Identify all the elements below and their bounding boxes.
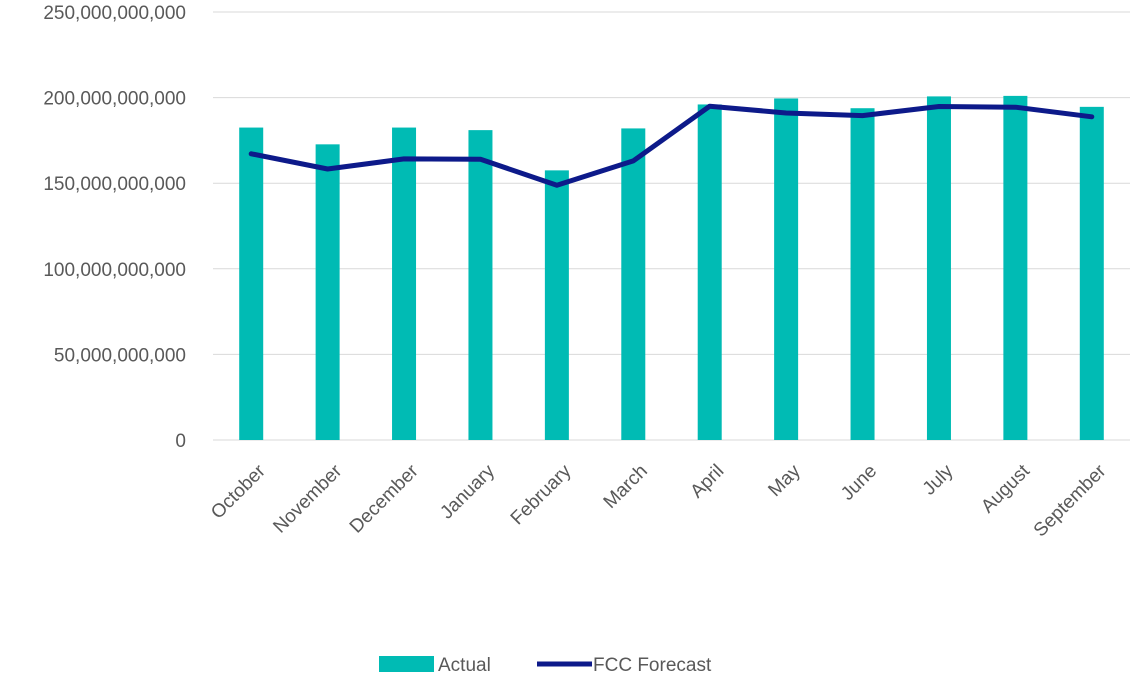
- bar-actual-february: [544, 170, 569, 441]
- y-tick-label: 200,000,000,000: [43, 89, 186, 110]
- bar-actual-december: [392, 127, 417, 440]
- actual-bars: [239, 95, 1104, 441]
- bar-actual-june: [850, 108, 875, 440]
- y-tick-label: 250,000,000,000: [43, 3, 186, 24]
- y-axis-tick-labels: 0 50,000,000,000 100,000,000,000 150,000,00…: [43, 3, 186, 452]
- bar-actual-april: [697, 104, 722, 440]
- bar-actual-november: [315, 144, 340, 441]
- bar-actual-may: [774, 98, 799, 441]
- bar-actual-march: [621, 128, 646, 440]
- x-tick-label-december: December: [346, 460, 423, 537]
- x-axis-tick-labels: October November December January February Ma…: [207, 460, 1111, 541]
- legend-label-fcc-forecast: FCC Forecast: [593, 655, 712, 676]
- legend: Actual FCC Forecast: [379, 655, 712, 676]
- line-fcc-forecast: [248, 103, 1095, 188]
- x-tick-label-september: September: [1030, 460, 1111, 541]
- x-tick-label-march: March: [600, 461, 652, 513]
- legend-swatch-actual: [379, 656, 434, 672]
- x-tick-label-april: April: [687, 461, 729, 503]
- y-tick-label: 50,000,000,000: [54, 345, 186, 366]
- x-tick-label-july: July: [919, 460, 958, 499]
- bar-actual-september: [1079, 106, 1104, 441]
- legend-label-actual: Actual: [438, 655, 491, 676]
- bar-actual-july: [926, 96, 951, 440]
- x-tick-label-february: February: [507, 460, 576, 529]
- x-tick-label-january: January: [436, 460, 499, 523]
- y-tick-label: 150,000,000,000: [43, 174, 186, 195]
- x-tick-label-may: May: [764, 460, 805, 501]
- bar-actual-august: [1003, 95, 1028, 440]
- x-tick-label-october: October: [207, 460, 270, 523]
- y-tick-label: 0: [175, 431, 186, 452]
- bar-actual-october: [239, 127, 264, 440]
- x-tick-label-november: November: [269, 460, 346, 537]
- x-tick-label-june: June: [837, 461, 881, 505]
- gridlines: [213, 11, 1130, 441]
- bar-actual-january: [468, 130, 493, 441]
- forecast-line-layer: [248, 103, 1095, 188]
- x-tick-label-august: August: [977, 460, 1034, 517]
- y-tick-label: 100,000,000,000: [43, 260, 186, 281]
